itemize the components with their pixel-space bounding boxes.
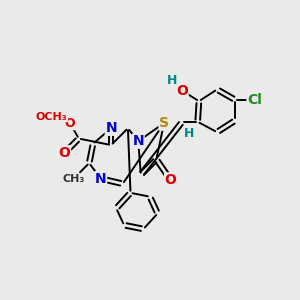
Text: O: O xyxy=(59,146,70,160)
Text: OCH₃: OCH₃ xyxy=(36,112,68,122)
Text: O: O xyxy=(64,117,75,130)
Text: H: H xyxy=(167,74,177,87)
Text: Cl: Cl xyxy=(247,93,262,107)
Text: S: S xyxy=(159,116,169,130)
Text: O: O xyxy=(176,84,188,98)
Text: N: N xyxy=(132,134,144,148)
Text: O: O xyxy=(165,173,176,187)
Text: N: N xyxy=(95,172,106,186)
Text: H: H xyxy=(183,127,194,140)
Text: CH₃: CH₃ xyxy=(62,174,85,184)
Text: N: N xyxy=(105,121,117,135)
